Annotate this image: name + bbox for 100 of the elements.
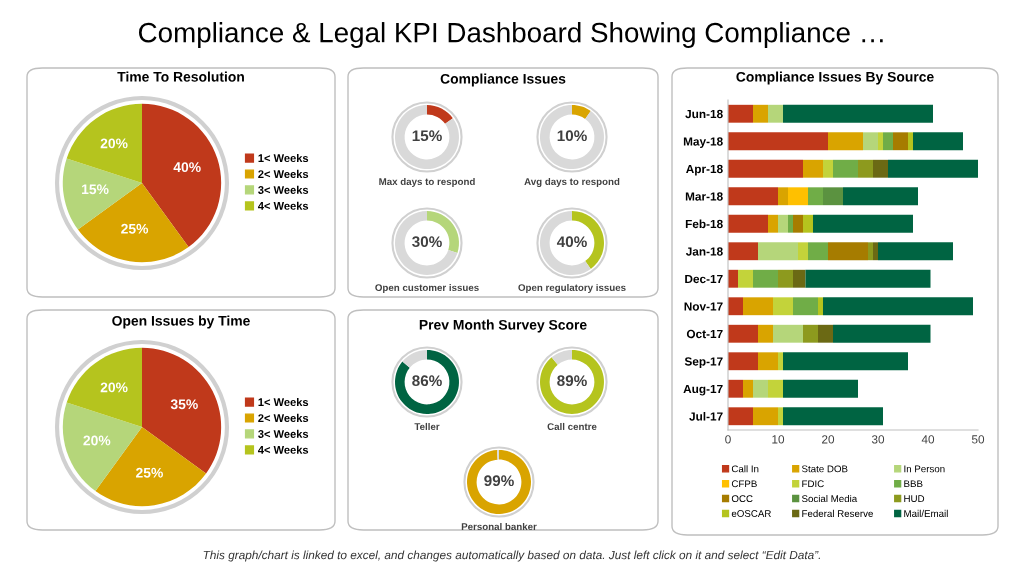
bar: [858, 159, 873, 178]
legend-label: Mail/Email: [904, 509, 948, 517]
bar: [778, 269, 793, 288]
x-tick-label: 50: [971, 435, 985, 444]
y-tick-label: Jul-17: [689, 411, 723, 421]
pie-slice: [66, 103, 142, 183]
y-tick-label: Nov-17: [684, 302, 723, 311]
text: Call centre: [547, 422, 597, 431]
text: Prev Month Survey Score: [419, 319, 587, 333]
chart-title: Compliance Issues By Source: [736, 71, 934, 85]
legend-label: HUD: [904, 495, 925, 503]
data-label: 86%: [412, 375, 442, 387]
legend-label: 3< Weeks: [258, 429, 309, 438]
donut-slice: [540, 211, 591, 275]
legend-label: In Person: [904, 465, 945, 473]
legend-label: Federal Reserve: [802, 509, 873, 517]
bar: [728, 379, 743, 398]
data-label: 15%: [412, 130, 442, 142]
y-tick-label: Dec-17: [685, 274, 723, 284]
text: Open regulatory issues: [518, 283, 626, 293]
bar: [778, 187, 788, 206]
bar: [743, 297, 773, 316]
data-label: 25%: [136, 467, 163, 478]
bar: [778, 407, 783, 426]
bar: [893, 132, 908, 151]
text: This graph/chart is linked to excel, and changes automatically based on data. Just left click on it and select “Edit Data”.: [203, 550, 820, 562]
y-tick-label: Mar-18: [685, 192, 723, 201]
bar: [788, 187, 808, 206]
bar: [803, 214, 813, 233]
x-tick-label: 40: [921, 435, 935, 444]
donut-slice: [395, 211, 458, 275]
donut-slice: [551, 350, 572, 365]
bar: [773, 324, 803, 343]
bar: [753, 407, 778, 426]
legend-label: 1< Weeks: [258, 153, 309, 163]
bar: [728, 214, 768, 233]
bar: [873, 159, 888, 178]
bar: [768, 379, 783, 398]
legend-label: 1< Weeks: [258, 397, 309, 407]
donut-slice: [496, 450, 499, 460]
bar: [873, 242, 878, 261]
y-tick-label: Sep-17: [684, 357, 723, 368]
legend-label: OCC: [731, 495, 753, 503]
data-label: 20%: [100, 138, 128, 149]
legend-label: 4< Weeks: [257, 201, 309, 210]
bar: [823, 159, 833, 178]
bar: [808, 187, 823, 206]
text: Avg days to respond: [524, 177, 620, 187]
bar: [728, 242, 758, 261]
bar: [863, 132, 878, 151]
text: Personal banker: [461, 522, 537, 531]
donut-slice: [540, 105, 604, 169]
bar: [888, 159, 978, 178]
bar: [728, 187, 778, 206]
bar: [793, 269, 806, 288]
y-tick-label: May-18: [683, 137, 723, 148]
y-tick-label: Aug-17: [683, 384, 723, 396]
legend-label: BBB: [904, 480, 923, 488]
data-label: 35%: [170, 399, 198, 410]
bar: [728, 104, 753, 123]
data-label: 89%: [557, 375, 587, 387]
legend-label: Call In: [731, 465, 759, 473]
bar: [833, 324, 931, 343]
bar: [833, 159, 858, 178]
bar: [728, 159, 803, 178]
donut-slice: [540, 350, 604, 414]
bar: [803, 159, 823, 178]
data-label: 99%: [484, 475, 514, 487]
bar: [913, 132, 963, 151]
data-label: 30%: [412, 236, 442, 248]
bar: [768, 214, 778, 233]
pie-slice: [66, 347, 142, 427]
bar: [818, 297, 823, 316]
bar: [758, 242, 798, 261]
bar: [753, 104, 768, 123]
bar: [783, 379, 858, 398]
bar: [813, 214, 913, 233]
chart-title: Open Issues by Time: [112, 315, 250, 329]
data-label: 15%: [82, 184, 109, 195]
data-label: 10%: [557, 130, 587, 142]
bar: [728, 324, 758, 343]
bar: [728, 297, 743, 316]
text: Compliance & Legal KPI Dashboard Showing Compliance …: [139, 22, 883, 48]
legend-label: CFPB: [731, 480, 757, 488]
data-label: 40%: [173, 162, 201, 173]
bar: [738, 269, 753, 288]
donut-slice: [572, 105, 591, 119]
bar: [753, 269, 778, 288]
legend-label: FDIC: [802, 480, 824, 488]
bar: [803, 324, 818, 343]
chart-title: Time To Resolution: [117, 71, 244, 82]
bar: [793, 297, 818, 316]
text: Open customer issues: [375, 283, 479, 293]
bar: [823, 187, 843, 206]
bar: [773, 297, 793, 316]
bar: [783, 104, 933, 123]
bar: [805, 269, 931, 288]
data-label: 25%: [121, 223, 149, 234]
bar: [828, 242, 868, 261]
bar: [828, 132, 863, 151]
